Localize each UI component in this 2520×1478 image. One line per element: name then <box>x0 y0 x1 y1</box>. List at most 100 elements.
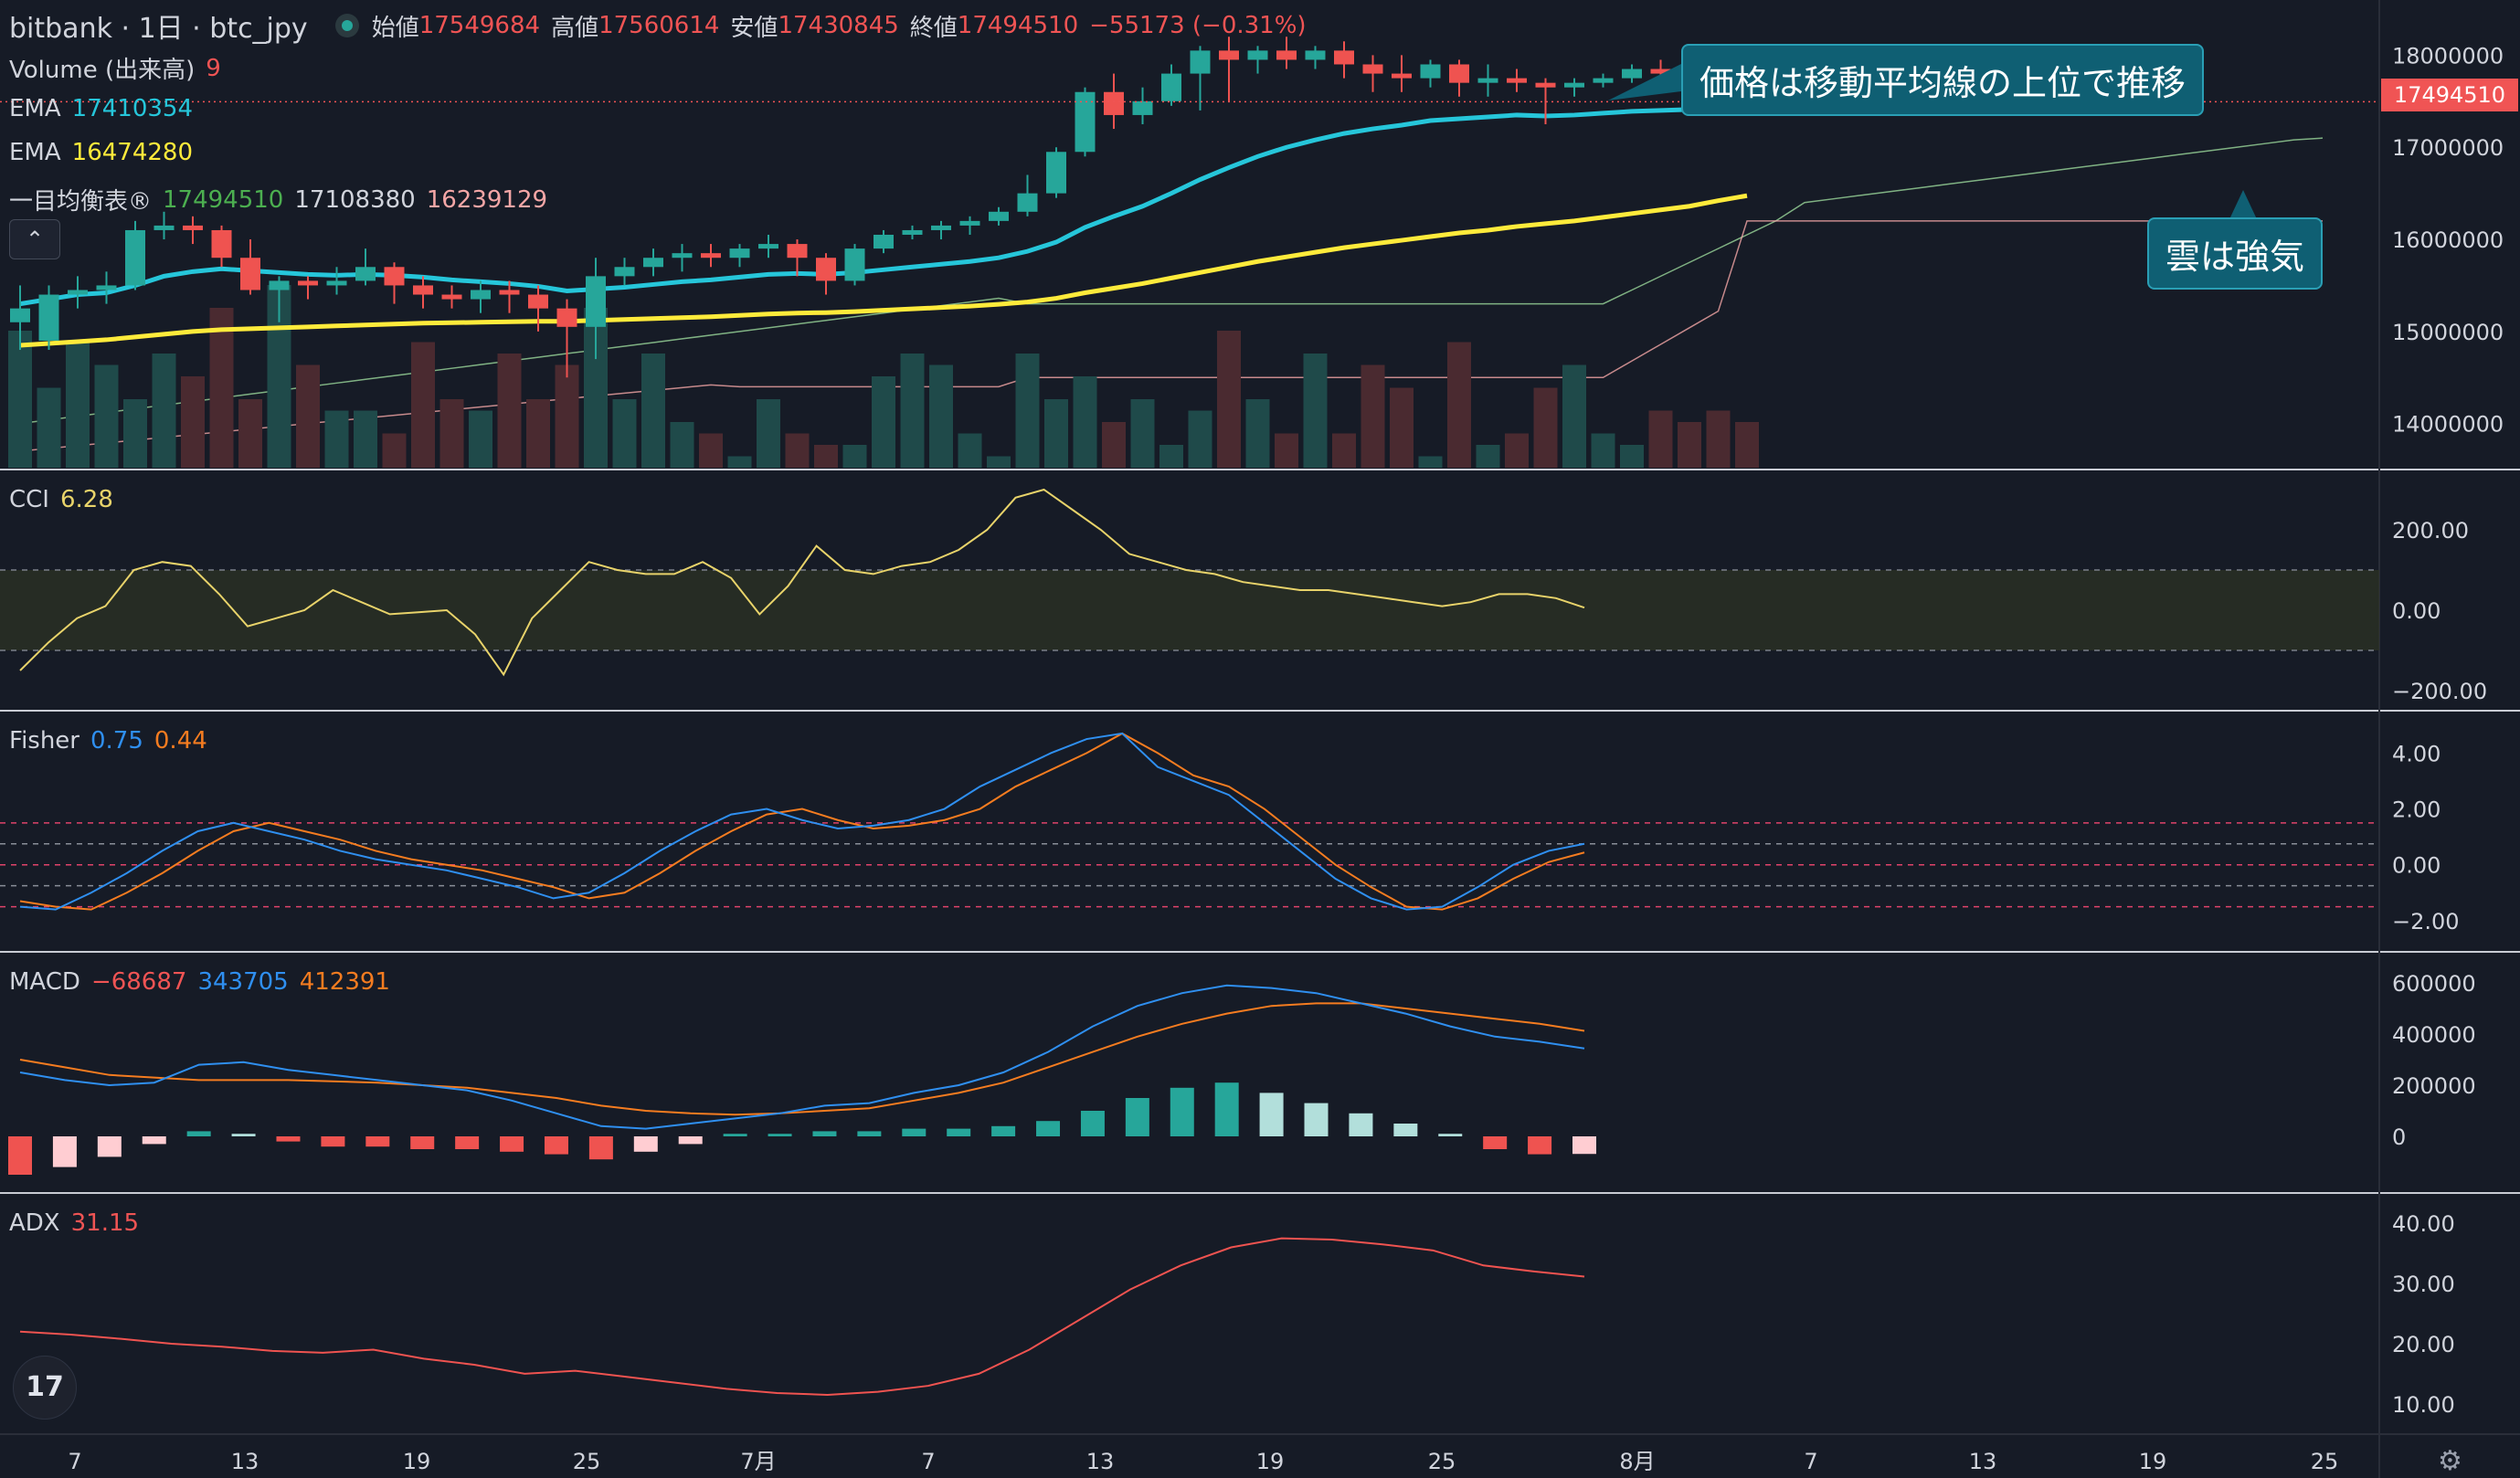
candle-body <box>125 229 145 286</box>
cloud-callout[interactable]: 雲は強気 <box>2147 217 2324 290</box>
macd-histogram-bar <box>186 1131 211 1136</box>
tradingview-logo[interactable]: 17 <box>13 1356 77 1420</box>
macd-histogram-bar <box>678 1136 703 1145</box>
candle <box>1622 64 1642 83</box>
volume-bar <box>1591 433 1615 468</box>
candle <box>1477 64 1498 97</box>
volume-bar <box>641 354 665 468</box>
candle <box>614 258 635 286</box>
volume-bar <box>439 399 464 468</box>
candle-body <box>211 229 232 259</box>
candle <box>1334 41 1354 79</box>
volume-bar <box>123 399 147 468</box>
volume-legend[interactable]: Volume (出来高) 9 <box>9 51 232 85</box>
indicator-axis-tick: 200000 <box>2392 1073 2476 1099</box>
volume-bar <box>1533 387 1558 468</box>
indicator-axis-tick: 400000 <box>2392 1022 2476 1048</box>
volume-bar <box>1390 387 1414 468</box>
high-label: 高値 <box>551 14 599 42</box>
candle <box>10 285 30 351</box>
candle-body <box>787 244 808 259</box>
indicator-axis-tick: −2.00 <box>2392 909 2460 934</box>
volume-bar <box>1418 456 1443 468</box>
volume-bar <box>526 399 550 468</box>
candle <box>989 206 1009 226</box>
macd-histogram-bar <box>276 1136 301 1142</box>
adx-legend[interactable]: ADX 31.15 <box>9 1209 150 1237</box>
adx-value: 31.15 <box>70 1209 140 1237</box>
candle-body <box>1362 64 1383 74</box>
macd-legend[interactable]: MACD −68687 343705 412391 <box>9 968 401 996</box>
volume-bar <box>1015 354 1040 468</box>
macd-histogram-bar <box>8 1136 32 1175</box>
volume-bar <box>929 364 953 468</box>
volume-bar <box>670 422 694 468</box>
candle-body <box>1535 82 1556 88</box>
ema1-legend[interactable]: EMA 17410354 <box>9 95 204 122</box>
ichimoku-value-2: 17108380 <box>294 185 416 214</box>
candle <box>1420 59 1441 88</box>
volume-bar <box>94 364 119 468</box>
fisher-value-1: 0.75 <box>90 727 143 755</box>
candle <box>211 225 232 268</box>
volume-bar <box>1275 433 1298 468</box>
candle-body <box>1161 73 1181 101</box>
volume-bar <box>1620 445 1644 468</box>
chevron-up-icon: ⌃ <box>25 227 45 252</box>
volume-bar <box>727 456 752 468</box>
macd-histogram-bar <box>723 1134 747 1136</box>
indicator-axis-tick: −200.00 <box>2392 679 2487 704</box>
high-value: 17560614 <box>598 12 720 39</box>
volume-bar <box>238 399 262 468</box>
candle <box>556 299 577 378</box>
candle <box>874 229 894 254</box>
indicator-axis-tick: 0.00 <box>2392 853 2441 879</box>
last-price-tag: 17494510 <box>2381 79 2518 111</box>
volume-bar <box>757 399 780 468</box>
candle-body <box>298 280 318 286</box>
candle-body <box>1477 78 1498 83</box>
macd-histogram-bar <box>142 1136 166 1145</box>
settings-gear-icon[interactable]: ⚙ <box>2438 1445 2462 1477</box>
volume-bar <box>1361 364 1385 468</box>
volume-bar <box>1562 364 1586 468</box>
volume-bar <box>209 308 234 468</box>
ema-slow-line <box>19 193 1748 348</box>
adx-label: ADX <box>9 1209 60 1237</box>
volume-bar <box>296 364 320 468</box>
candle <box>1362 55 1383 92</box>
volume-bar <box>1303 354 1328 468</box>
volume-bar <box>152 354 176 468</box>
candle <box>586 258 606 360</box>
volume-bar <box>872 376 895 468</box>
candle <box>1507 69 1527 92</box>
price-callout[interactable]: 価格は移動平均線の上位で推移 <box>1681 44 2205 116</box>
macd-label: MACD <box>9 968 80 996</box>
ichimoku-legend[interactable]: 一目均衡表® 17494510 17108380 16239129 <box>9 183 558 216</box>
volume-bar <box>497 354 522 468</box>
macd-histogram-bar <box>991 1125 1016 1136</box>
candle <box>68 276 88 309</box>
macd-histogram-bar <box>1528 1136 1552 1155</box>
ema2-value: 16474280 <box>71 139 193 166</box>
fisher-legend[interactable]: Fisher 0.75 0.44 <box>9 727 218 755</box>
macd-histogram-bar <box>812 1131 837 1136</box>
ema2-legend[interactable]: EMA 16474280 <box>9 139 204 166</box>
volume-bar <box>958 433 982 468</box>
candle <box>844 244 865 286</box>
cci-legend[interactable]: CCI 6.28 <box>9 486 124 513</box>
indicator-axis-tick: 10.00 <box>2392 1392 2455 1418</box>
candle-body <box>556 308 577 327</box>
candle <box>1190 46 1211 111</box>
candle-body <box>38 294 59 341</box>
indicator-axis-tick: 4.00 <box>2392 741 2441 766</box>
candle <box>499 280 520 313</box>
candle <box>1046 147 1066 198</box>
low-value: 17430845 <box>778 12 899 39</box>
collapse-legend-button[interactable]: ⌃ <box>9 219 60 259</box>
candle-body <box>586 276 606 327</box>
macd-histogram-bar <box>321 1136 345 1147</box>
candle-body <box>816 258 836 281</box>
candle <box>471 280 491 313</box>
volume-bar <box>699 433 723 468</box>
